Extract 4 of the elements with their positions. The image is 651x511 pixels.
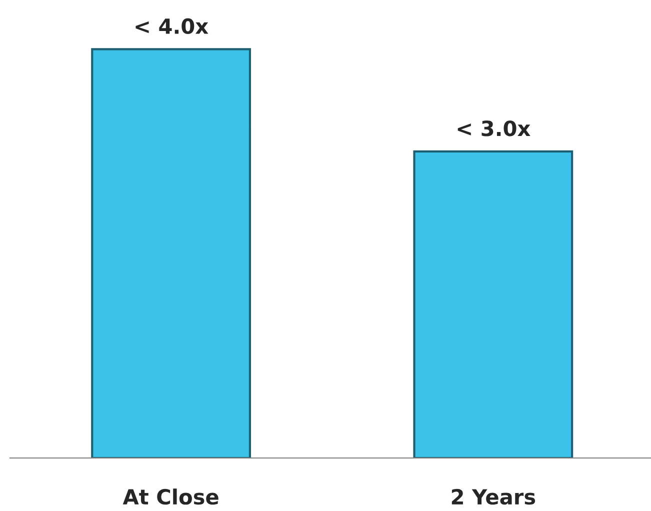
x-tick-label: At Close — [122, 488, 218, 505]
x-tick-label: 2 Years — [452, 488, 536, 505]
data-label: < 4.0x — [136, 18, 208, 34]
data-label: < 3.0x — [458, 120, 530, 136]
